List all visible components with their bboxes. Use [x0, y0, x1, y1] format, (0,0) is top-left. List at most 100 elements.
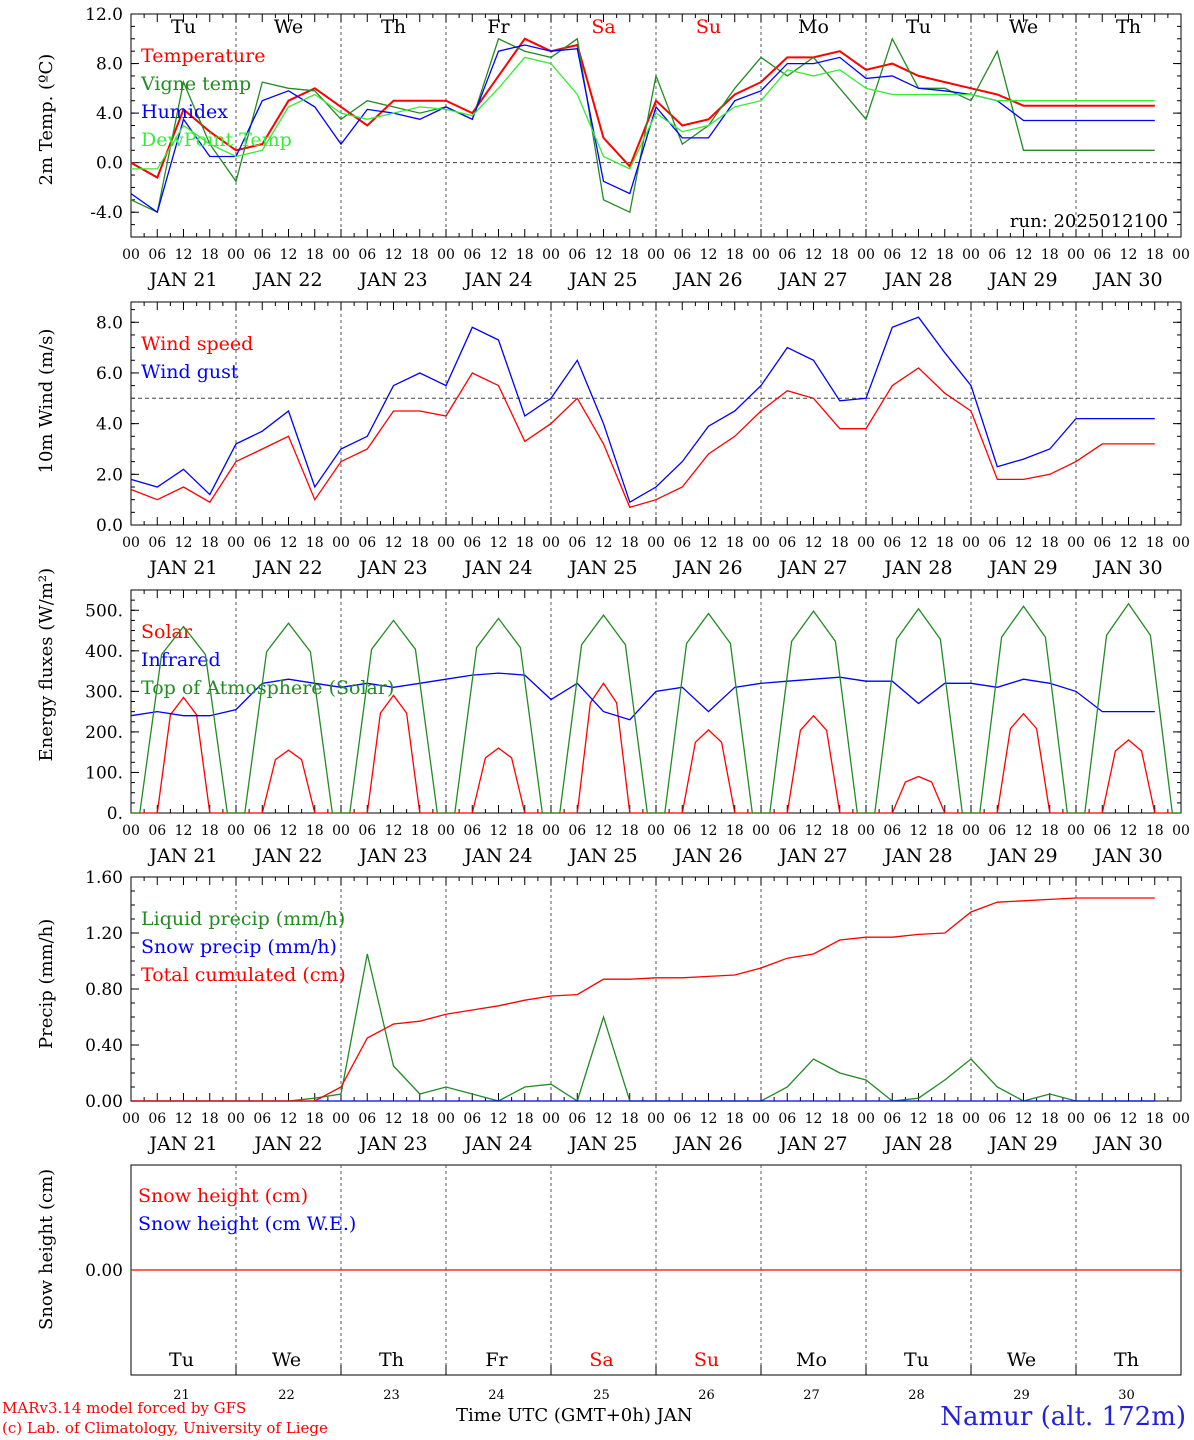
- panel-1-hour-label: 18: [831, 535, 849, 551]
- panel-3-hour-label: 18: [201, 1111, 219, 1127]
- panel-2-hour-label: 06: [253, 823, 271, 839]
- panel-3-hour-label: 00: [962, 1111, 980, 1127]
- panel-0-hour-label: 06: [463, 247, 481, 263]
- panel-1-hour-label: 18: [516, 535, 534, 551]
- panel-3-hour-label: 06: [1093, 1111, 1111, 1127]
- panel-1-hour-label: 00: [227, 535, 245, 551]
- day-number-label: 25: [593, 1388, 610, 1403]
- panel-2-hour-label: 00: [647, 823, 665, 839]
- panel-0-date-label: JAN 26: [672, 269, 742, 291]
- day-number-label: 30: [1118, 1388, 1135, 1403]
- panel-3-hour-label: 18: [1041, 1111, 1059, 1127]
- panel-1-hour-label: 00: [1172, 535, 1190, 551]
- panel-2-hour-label: 18: [936, 823, 954, 839]
- panel-1-legend-entry: Wind speed: [141, 333, 253, 355]
- panel-0-hour-label: 12: [280, 247, 298, 263]
- panel-3-hour-label: 18: [621, 1111, 639, 1127]
- panel-2-hour-label: 18: [201, 823, 219, 839]
- weekday-label-bottom: Sa: [589, 1349, 613, 1371]
- panel-2-date-label: JAN 28: [882, 845, 952, 867]
- panel-2-hour-label: 18: [621, 823, 639, 839]
- day-number-label: 21: [173, 1388, 190, 1403]
- panel-3-hour-label: 00: [437, 1111, 455, 1127]
- panel-2-hour-label: 18: [831, 823, 849, 839]
- panel-3-legend-entry: Snow precip (mm/h): [141, 936, 337, 958]
- panel-3-hour-label: 00: [647, 1111, 665, 1127]
- panel-2-date-label: JAN 24: [462, 845, 532, 867]
- panel-0-legend-entry: Humidex: [141, 101, 228, 123]
- day-number-label: 23: [383, 1388, 400, 1403]
- panel-1-hour-label: 00: [332, 535, 350, 551]
- panel-0-date-label: JAN 29: [987, 269, 1057, 291]
- panel-3-date-label: JAN 22: [252, 1133, 322, 1155]
- panel-2-y-tick-label: 0.: [107, 804, 123, 824]
- panel-2-hour-label: 18: [726, 823, 744, 839]
- panel-1-hour-label: 12: [910, 535, 928, 551]
- panel-2-hour-label: 12: [1015, 823, 1033, 839]
- panel-4-y-axis-label: Snow height (cm): [36, 1169, 57, 1330]
- panel-0-series-temperature: [130, 37, 1155, 179]
- panel-1-hour-label: 18: [1146, 535, 1164, 551]
- panel-2-y-tick-label: 200.: [85, 723, 123, 743]
- panel-0-hour-label: 00: [332, 247, 350, 263]
- panel-2-hour-label: 12: [700, 823, 718, 839]
- panel-0-hour-label: 06: [1093, 247, 1111, 263]
- panel-2-series-infrared: [130, 672, 1155, 721]
- panel-1-hour-label: 12: [700, 535, 718, 551]
- panel-1-hour-label: 06: [358, 535, 376, 551]
- panel-1-hour-label: 00: [1067, 535, 1085, 551]
- panel-3-date-label: JAN 26: [672, 1133, 742, 1155]
- panel-2-hour-label: 12: [910, 823, 928, 839]
- panel-3-hour-label: 12: [910, 1111, 928, 1127]
- panel-0-hour-label: 06: [883, 247, 901, 263]
- panel-2-hour-label: 00: [962, 823, 980, 839]
- panel-0-hour-label: 18: [1041, 247, 1059, 263]
- panel-0-hour-label: 12: [1120, 247, 1138, 263]
- panel-1-series-wind-speed: [130, 367, 1155, 509]
- panel-2-date-label: JAN 23: [357, 845, 427, 867]
- panel-0-hour-label: 06: [568, 247, 586, 263]
- panel-3-y-tick-label: 1.20: [85, 924, 123, 944]
- panel-0-hour-label: 00: [962, 247, 980, 263]
- panel-0-hour-label: 18: [201, 247, 219, 263]
- panel-2-date-label: JAN 30: [1092, 845, 1162, 867]
- panel-2-hour-label: 06: [148, 823, 166, 839]
- panel-2-hour-label: 12: [1120, 823, 1138, 839]
- panel-1-hour-label: 12: [805, 535, 823, 551]
- day-number-label: 29: [1013, 1388, 1030, 1403]
- weekday-label-top: Th: [1116, 16, 1141, 38]
- day-number-label: 28: [908, 1388, 925, 1403]
- panel-4-legend-entry: Snow height (cm W.E.): [138, 1213, 356, 1235]
- panel-0-hour-label: 06: [358, 247, 376, 263]
- panel-3-hour-label: 18: [936, 1111, 954, 1127]
- panel-2-hour-label: 12: [490, 823, 508, 839]
- panel-1-y-tick-label: 2.0: [96, 465, 123, 485]
- weekday-label-top: We: [274, 16, 303, 38]
- panel-1-date-label: JAN 30: [1092, 557, 1162, 579]
- panel-2-date-label: JAN 22: [252, 845, 322, 867]
- panel-1-hour-label: 12: [280, 535, 298, 551]
- panel-3-legend-entry: Total cumulated (cm): [141, 964, 346, 986]
- panel-1-date-label: JAN 24: [462, 557, 532, 579]
- weekday-label-top: Sa: [591, 16, 615, 38]
- panel-2-hour-label: 06: [358, 823, 376, 839]
- panel-2-date-label: JAN 25: [567, 845, 637, 867]
- panel-4-legend-entry: Snow height (cm): [138, 1185, 308, 1207]
- panel-2-hour-label: 06: [1093, 823, 1111, 839]
- panel-2-date-label: JAN 26: [672, 845, 742, 867]
- weekday-label-bottom: Fr: [485, 1349, 508, 1371]
- panel-3-hour-label: 12: [1015, 1111, 1033, 1127]
- panel-1-hour-label: 18: [936, 535, 954, 551]
- day-number-label: 24: [488, 1388, 505, 1403]
- panel-1-date-label: JAN 27: [777, 557, 847, 579]
- panel-0-hour-label: 06: [778, 247, 796, 263]
- panel-3-series-total-cumulated-cm-: [131, 897, 1155, 1102]
- panel-1-date-label: JAN 23: [357, 557, 427, 579]
- panel-1-hour-label: 06: [778, 535, 796, 551]
- panel-2-hour-label: 00: [857, 823, 875, 839]
- weekday-label-bottom: We: [272, 1349, 301, 1371]
- panel-3-y-tick-label: 0.40: [85, 1036, 123, 1056]
- panel-2-hour-label: 00: [122, 823, 140, 839]
- panel-1-hour-label: 12: [1120, 535, 1138, 551]
